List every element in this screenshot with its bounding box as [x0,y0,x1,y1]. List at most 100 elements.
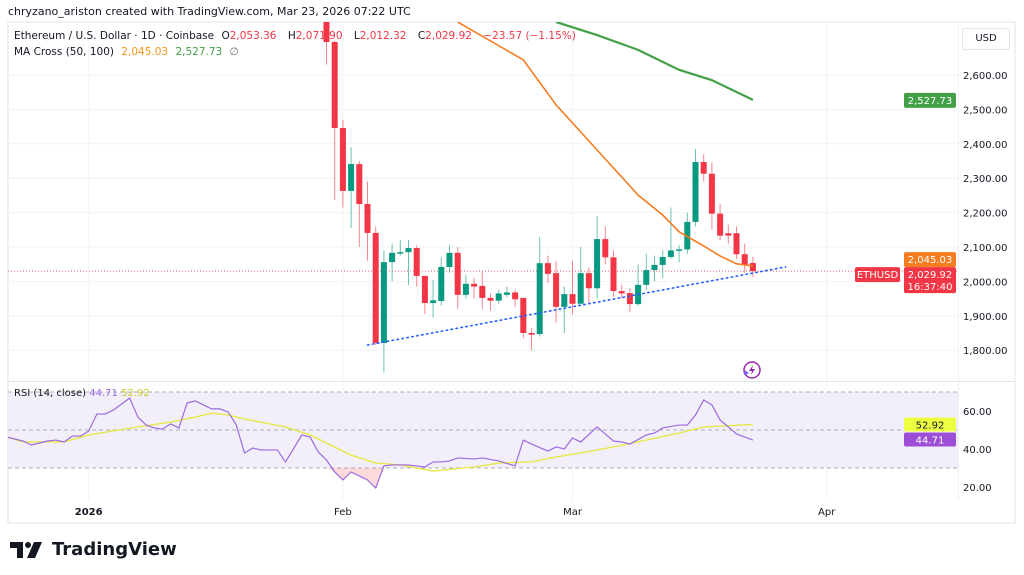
symbol-badge-text: ETHUSD [857,270,899,281]
rsi-indicator-name[interactable]: RSI (14, close) [14,388,87,399]
candle[interactable] [569,260,576,315]
candle[interactable] [553,260,560,323]
rsi-tick-label: 60.00 [963,407,992,418]
candle[interactable] [610,250,617,297]
high-label: H [287,30,296,42]
candle-body [569,294,576,304]
candle[interactable] [725,224,732,244]
lightning-icon[interactable] [743,361,761,379]
candle-body [741,254,748,266]
candle[interactable] [692,148,699,227]
candle-body [667,250,674,257]
candle[interactable] [708,162,715,230]
candle-body [618,291,625,294]
candle-body [651,264,658,271]
price-tick-label: 2,500.00 [963,105,1008,116]
candle[interactable] [700,154,707,182]
candle[interactable] [544,255,551,284]
candle[interactable] [561,286,568,333]
candle[interactable] [331,40,338,200]
candle[interactable] [659,250,666,278]
candle-body [405,248,412,253]
rsi-pane[interactable] [7,397,754,490]
candle[interactable] [405,240,412,285]
last-price-badge-text: 16:37:40 [908,282,953,293]
candle-body [323,22,330,42]
candle[interactable] [643,253,650,290]
candle[interactable] [372,226,379,346]
candle[interactable] [364,181,371,261]
logo-text: TradingView [52,539,177,560]
candle[interactable] [430,279,437,318]
candle[interactable] [421,275,428,315]
candle[interactable] [438,257,445,306]
ma-extra-value: ∅ [229,46,239,58]
ma-indicator-name[interactable]: MA Cross (50, 100) [14,46,114,58]
candle[interactable] [594,216,601,299]
symbol-title[interactable]: Ethereum / U.S. Dollar · 1D · Coinbase [14,30,215,42]
candle[interactable] [348,147,355,229]
candle[interactable] [618,284,625,299]
candle[interactable] [512,290,519,308]
candle[interactable] [536,236,543,337]
candle[interactable] [495,290,502,304]
candle[interactable] [479,271,486,309]
price-pane[interactable] [8,10,958,373]
candle[interactable] [528,327,535,351]
candle[interactable] [339,119,346,208]
candle[interactable] [626,288,633,313]
candle[interactable] [602,226,609,265]
candle[interactable] [413,245,420,287]
candle-body [536,263,543,335]
candle[interactable] [741,243,748,273]
rsi-badge: 44.71 [904,432,956,447]
candle-body [676,249,683,251]
tradingview-logo-icon [10,541,42,558]
candle[interactable] [651,255,658,282]
candle[interactable] [454,247,461,309]
candle[interactable] [356,161,363,247]
low-value: L2,012.32 [354,30,411,42]
candle[interactable] [520,297,527,339]
trendline[interactable] [366,266,787,346]
candle[interactable] [676,245,683,263]
candle-body [339,127,346,191]
candle[interactable] [446,245,453,273]
candle-body [372,232,379,343]
candle[interactable] [717,204,724,241]
rsi-tick-label: 20.00 [963,483,992,494]
candle-body [528,333,535,335]
candle[interactable] [585,267,592,304]
candle[interactable] [471,277,478,299]
candle[interactable] [667,207,674,260]
candle[interactable] [389,243,396,282]
symbol-badge: ETHUSD [855,267,900,283]
currency-button[interactable]: USD [962,28,1010,50]
candle-body [413,248,420,276]
candle[interactable] [380,250,387,373]
candle-body [487,297,494,301]
close-value: C2,029.92 [418,30,476,42]
candle-body [512,292,519,300]
price-tick-label: 1,800.00 [963,346,1008,357]
candle[interactable] [577,247,584,304]
candle-body [331,41,338,128]
close-label: C [417,30,426,42]
ma-fast-value: 2,045.03 [121,46,169,58]
symbol-legend: Ethereum / U.S. Dollar · 1D · Coinbase O… [14,28,580,60]
candle-body [708,173,715,214]
price-tick-label: 2,400.00 [963,140,1008,151]
candle-body [733,233,740,255]
candle[interactable] [323,10,330,65]
candle[interactable] [733,226,740,260]
candle[interactable] [487,293,494,311]
candle[interactable] [397,240,404,256]
candle[interactable] [462,274,469,299]
candle-body [380,262,387,343]
tradingview-logo[interactable]: TradingView [10,539,177,560]
high-value: H2,071.90 [288,30,347,42]
candle-body [749,263,756,272]
candle[interactable] [503,286,510,297]
ma-fast-badge-bg [904,252,956,268]
